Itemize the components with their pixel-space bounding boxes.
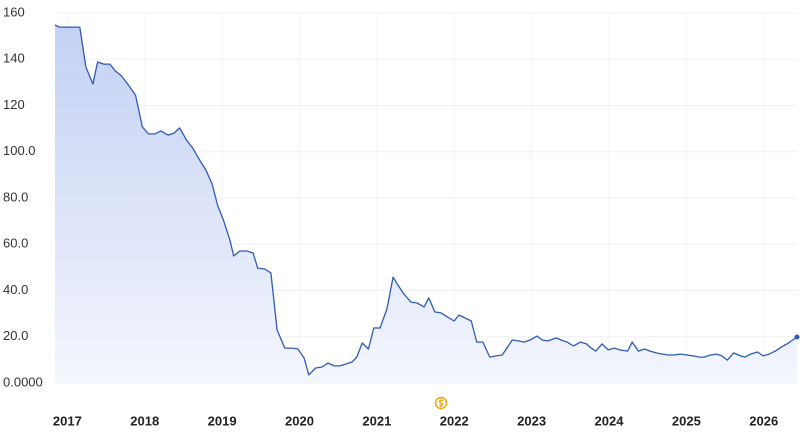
- y-tick-label: 40.0: [3, 282, 28, 297]
- coin-icon: [434, 396, 448, 410]
- x-tick-label: 2017: [53, 413, 82, 428]
- x-tick-label: 2023: [517, 413, 546, 428]
- plot-area: [54, 24, 800, 383]
- x-tick-label: 2026: [749, 413, 778, 428]
- y-tick-label: 80.0: [3, 189, 28, 204]
- y-tick-label: 60.0: [3, 236, 28, 251]
- x-tick-label: 2024: [595, 413, 625, 428]
- y-tick-label: 140: [3, 51, 25, 66]
- x-tick-label: 2021: [362, 413, 391, 428]
- y-tick-label: 20.0: [3, 328, 28, 343]
- line: [54, 24, 798, 376]
- area-fill: [55, 25, 797, 383]
- x-tick-label: 2025: [672, 413, 701, 428]
- x-tick-label: 2019: [208, 413, 237, 428]
- end-point: [794, 334, 800, 340]
- y-tick-label: 160: [3, 4, 25, 19]
- y-tick-label: 120: [3, 97, 25, 112]
- y-tick-label: 100.0: [3, 143, 36, 158]
- y-tick-label: 0.0000: [3, 374, 43, 389]
- x-tick-label: 2022: [440, 413, 469, 428]
- x-tick-label: 2020: [285, 413, 314, 428]
- x-tick-label: 2018: [130, 413, 159, 428]
